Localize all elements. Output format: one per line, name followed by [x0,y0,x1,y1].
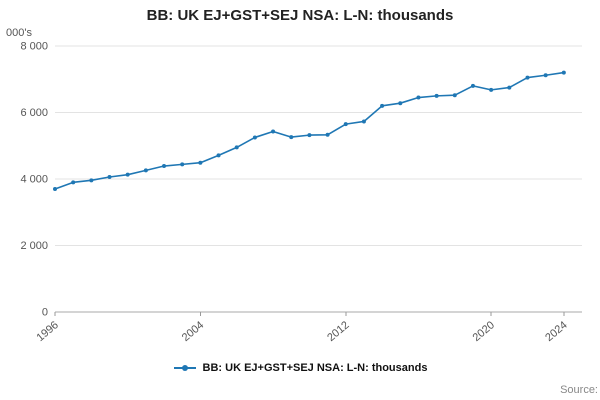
svg-text:0: 0 [42,307,48,319]
svg-text:4 000: 4 000 [20,174,48,186]
svg-text:1996: 1996 [34,319,60,344]
svg-text:2 000: 2 000 [20,240,48,252]
svg-text:2012: 2012 [325,319,351,344]
svg-text:8 000: 8 000 [20,41,48,53]
chart-legend: BB: UK EJ+GST+SEJ NSA: L-N: thousands [0,362,600,374]
y-axis-unit-label: 000's [6,27,32,39]
legend-marker-icon [173,365,196,371]
svg-text:2024: 2024 [543,319,569,344]
source-label: Source: [560,384,598,396]
legend-label: BB: UK EJ+GST+SEJ NSA: L-N: thousands [202,362,428,374]
svg-text:6 000: 6 000 [20,107,48,119]
svg-text:2004: 2004 [180,319,206,344]
chart-title: BB: UK EJ+GST+SEJ NSA: L-N: thousands [146,7,454,24]
line-chart: 0 2 000 4 000 6 000 8 000 1996 2004 2012 2020 202… [20,41,582,344]
svg-text:2020: 2020 [471,319,497,344]
